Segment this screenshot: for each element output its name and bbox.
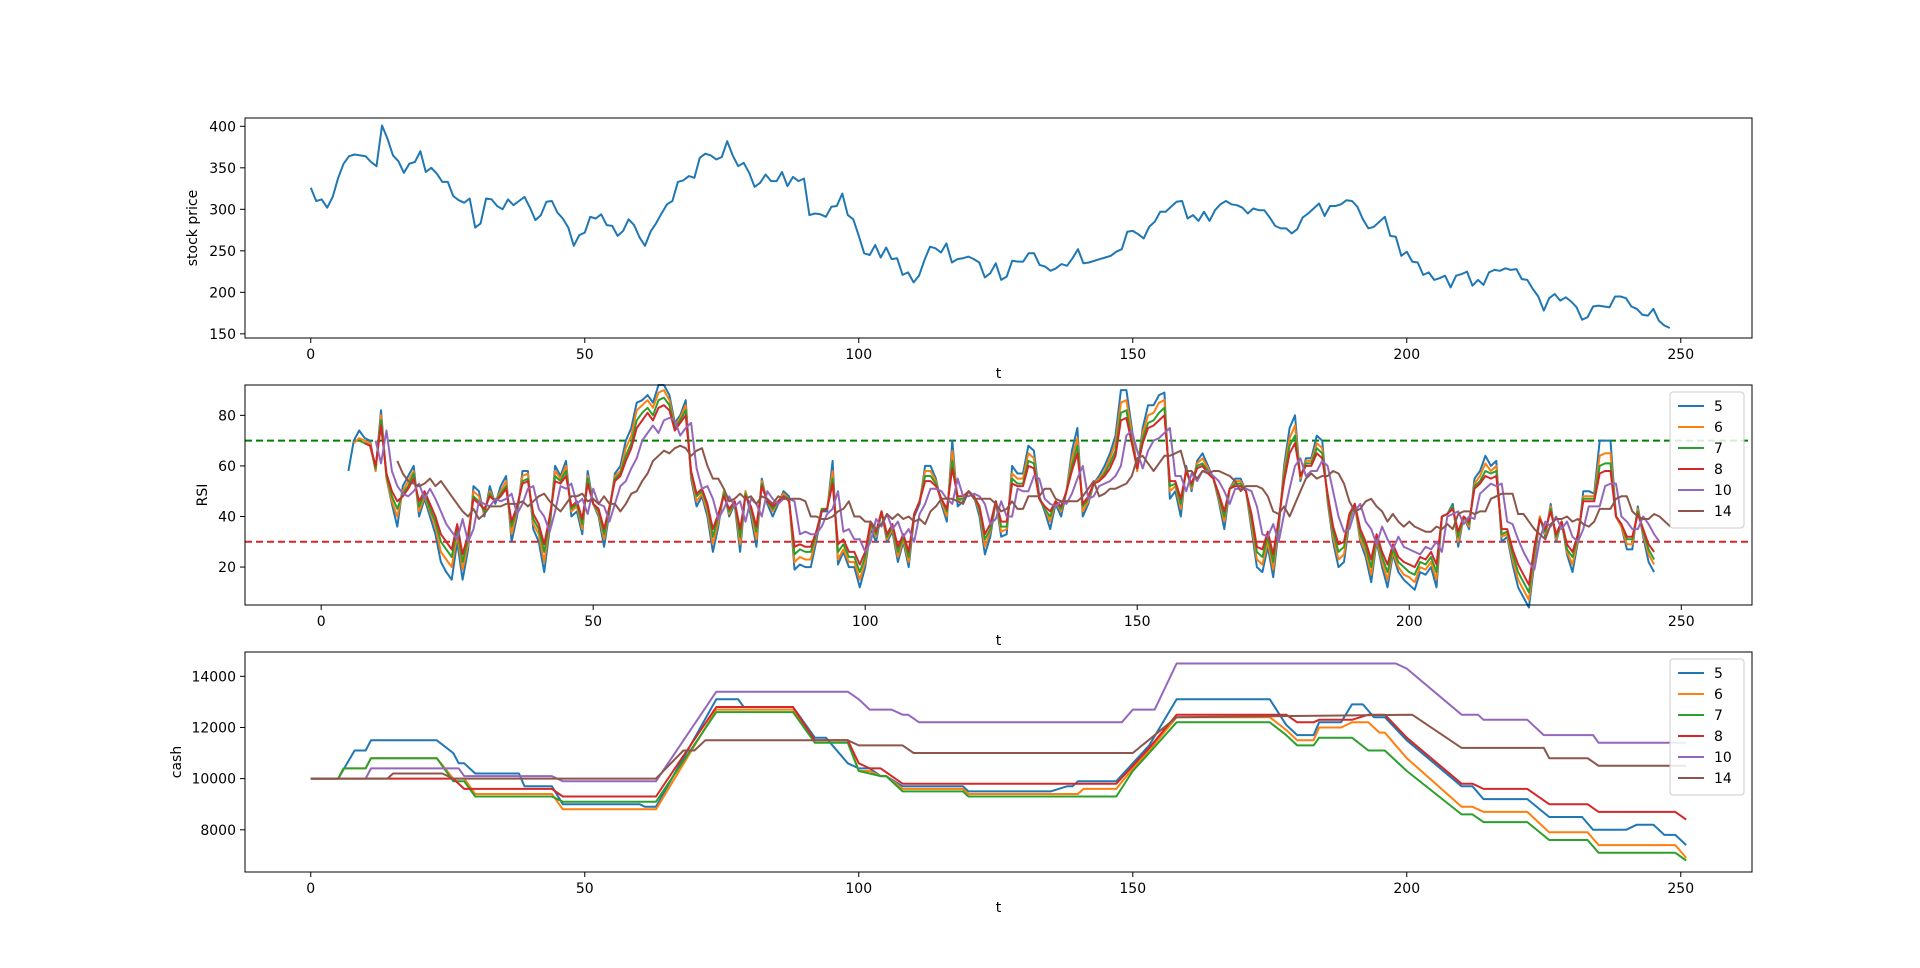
series-line-5: [347, 384, 1655, 609]
legend-label-5: 5: [1714, 399, 1723, 415]
x-tick-label: 0: [317, 614, 326, 630]
legend-label-6: 6: [1714, 687, 1723, 703]
cash-chart: 0 50 100 150 200 250 8000 10000 12000 14000 t cash 5…: [169, 651, 1753, 916]
legend-label-7: 7: [1714, 708, 1723, 724]
rsi-chart: 0 50 100 150 200 250 20 40 60 80 t RSI 5 6 7 8 10 14: [195, 384, 1753, 649]
x-axis-label: t: [996, 633, 1002, 649]
legend-label-14: 14: [1714, 504, 1732, 520]
x-tick-label: 50: [584, 614, 602, 630]
x-tick-label: 150: [1119, 347, 1146, 363]
x-tick-label: 250: [1667, 881, 1694, 897]
legend-label-8: 8: [1714, 729, 1723, 745]
legend-label-5: 5: [1714, 666, 1723, 682]
axes-frame: [244, 651, 1753, 873]
axes-frame: [244, 117, 1753, 339]
y-axis-label: stock price: [185, 190, 201, 266]
legend-label-10: 10: [1714, 750, 1732, 766]
x-tick-label: 100: [845, 881, 872, 897]
legend-label-6: 6: [1714, 420, 1723, 436]
series-line-10: [374, 416, 1661, 571]
y-tick-label: 40: [218, 509, 236, 525]
y-tick-label: 80: [218, 408, 236, 424]
y-tick-label: 200: [209, 285, 236, 301]
x-tick-label: 200: [1393, 881, 1420, 897]
legend-label-10: 10: [1714, 483, 1732, 499]
x-tick-label: 50: [576, 881, 594, 897]
y-tick-label: 10000: [191, 772, 236, 788]
x-tick-label: 50: [576, 347, 594, 363]
legend-label-8: 8: [1714, 462, 1723, 478]
x-tick-label: 0: [306, 881, 315, 897]
x-tick-label: 100: [845, 347, 872, 363]
series-line-14: [310, 713, 1687, 780]
x-tick-label: 250: [1667, 347, 1694, 363]
x-tick-label: 200: [1396, 614, 1423, 630]
x-tick-label: 150: [1119, 881, 1146, 897]
series-line-10: [310, 662, 1687, 783]
x-tick-label: 100: [852, 614, 879, 630]
y-tick-label: 60: [218, 459, 236, 475]
series-line: [309, 124, 1671, 329]
y-axis-label: RSI: [195, 484, 211, 507]
series-line-14: [396, 444, 1672, 541]
series-line-8: [364, 404, 1655, 586]
y-tick-label: 20: [218, 560, 236, 576]
series-line-7: [310, 711, 1687, 862]
x-axis-label: t: [996, 900, 1002, 916]
y-tick-label: 250: [209, 244, 236, 260]
x-tick-label: 150: [1124, 614, 1151, 630]
x-tick-label: 0: [306, 347, 315, 363]
y-tick-label: 12000: [191, 720, 236, 736]
y-tick-label: 150: [209, 327, 236, 343]
y-tick-label: 400: [209, 119, 236, 135]
x-tick-label: 250: [1668, 614, 1695, 630]
axes-frame: [244, 384, 1753, 606]
series-line-6: [310, 708, 1687, 859]
y-axis-label: cash: [169, 746, 185, 778]
legend-box: [1669, 658, 1745, 796]
legend-box: [1669, 391, 1745, 529]
y-tick-label: 300: [209, 202, 236, 218]
y-tick-label: 350: [209, 161, 236, 177]
series-line-8: [310, 706, 1687, 821]
y-tick-label: 8000: [200, 823, 236, 839]
x-tick-label: 200: [1393, 347, 1420, 363]
y-tick-label: 14000: [191, 669, 236, 685]
legend-label-7: 7: [1714, 441, 1723, 457]
legend-label-14: 14: [1714, 771, 1732, 787]
stock-price-chart: 0 50 100 150 200 250 150 200 250 300 350 400 t stock …: [185, 117, 1753, 382]
x-axis-label: t: [996, 366, 1002, 382]
